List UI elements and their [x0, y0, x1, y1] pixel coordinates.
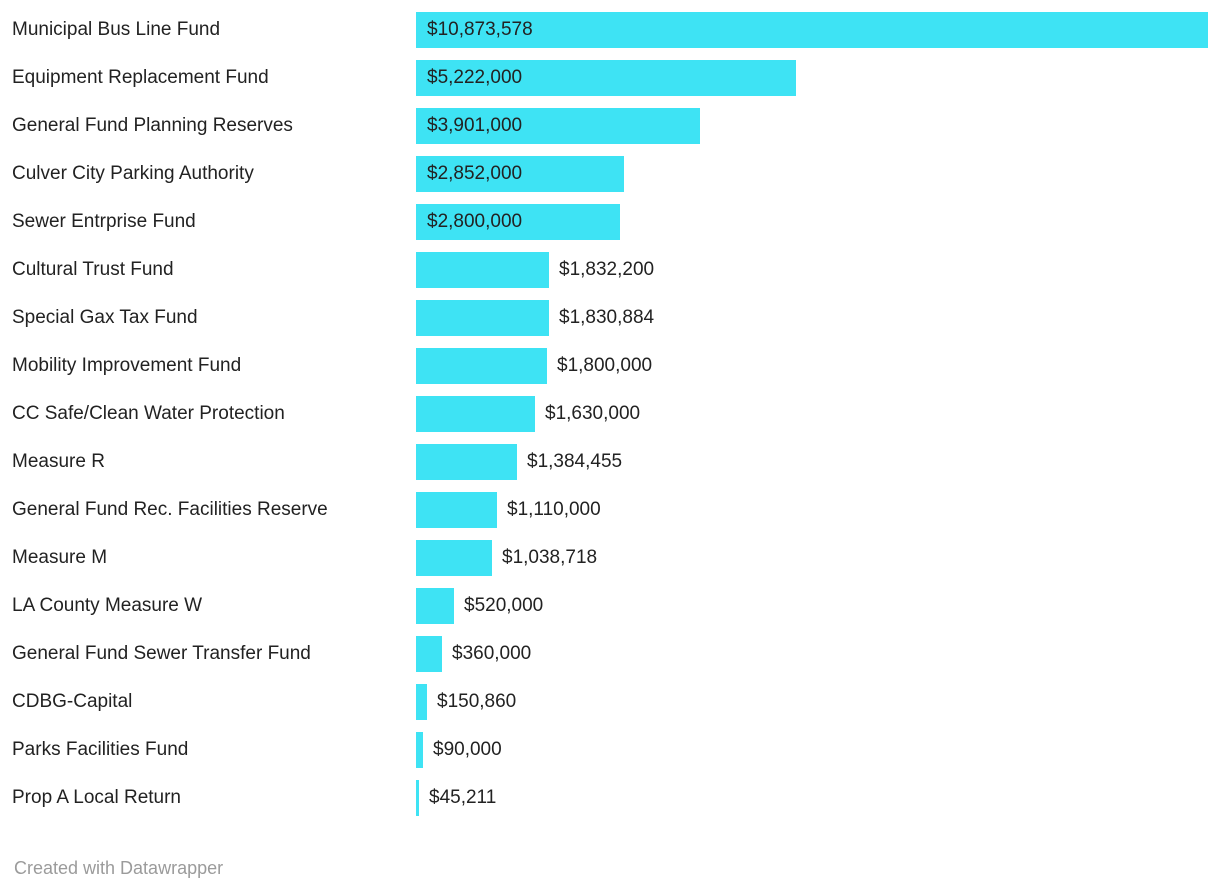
- value-label: $90,000: [433, 739, 502, 760]
- bar: [416, 300, 549, 336]
- bar-row: Equipment Replacement Fund $5,222,000: [0, 54, 1220, 102]
- value-label: $2,800,000: [427, 211, 523, 232]
- bar: [416, 12, 1208, 48]
- category-label: Culver City Parking Authority: [12, 163, 254, 184]
- bar-row: General Fund Sewer Transfer Fund $360,00…: [0, 630, 1220, 678]
- bar: [416, 204, 620, 240]
- category-label: Sewer Entrprise Fund: [12, 211, 196, 232]
- bar-track: $150,860: [416, 684, 1220, 720]
- bar-row: Prop A Local Return $45,211: [0, 774, 1220, 822]
- bar: [416, 156, 624, 192]
- category-label: Parks Facilities Fund: [12, 739, 189, 760]
- value-label: $1,832,200: [559, 259, 655, 280]
- bar: [416, 348, 547, 384]
- bar-track: $1,800,000: [416, 348, 1220, 384]
- category-label: Prop A Local Return: [12, 787, 181, 808]
- category-label: General Fund Rec. Facilities Reserve: [12, 499, 328, 520]
- bar: [416, 684, 427, 720]
- category-label: Municipal Bus Line Fund: [12, 19, 221, 40]
- value-label: $1,038,718: [502, 547, 598, 568]
- bar-track: $45,211: [416, 780, 1220, 816]
- datawrapper-credit-link[interactable]: Created with Datawrapper: [14, 858, 224, 878]
- value-label: $520,000: [464, 595, 544, 616]
- bar-track: $360,000: [416, 636, 1220, 672]
- bar-track: $520,000: [416, 588, 1220, 624]
- bar: [416, 780, 419, 816]
- bar-row: Measure R $1,384,455: [0, 438, 1220, 486]
- bar-track: $10,873,578: [416, 12, 1220, 48]
- bar-row: CC Safe/Clean Water Protection $1,630,00…: [0, 390, 1220, 438]
- bar-row: Cultural Trust Fund $1,832,200: [0, 246, 1220, 294]
- bar-row: General Fund Planning Reserves $3,901,00…: [0, 102, 1220, 150]
- bar-track: $1,384,455: [416, 444, 1220, 480]
- value-label: $1,384,455: [527, 451, 623, 472]
- category-label: Mobility Improvement Fund: [12, 355, 242, 376]
- value-label: $360,000: [452, 643, 532, 664]
- footer-credit: Created with Datawrapper: [14, 858, 223, 879]
- value-label: $45,211: [429, 787, 497, 808]
- category-label: LA County Measure W: [12, 595, 203, 616]
- value-label: $1,110,000: [507, 499, 601, 520]
- category-label: General Fund Planning Reserves: [12, 115, 293, 136]
- bar-row: Parks Facilities Fund $90,000: [0, 726, 1220, 774]
- bar-track: $1,630,000: [416, 396, 1220, 432]
- bar-row: CDBG-Capital $150,860: [0, 678, 1220, 726]
- bar-row: LA County Measure W $520,000: [0, 582, 1220, 630]
- category-label: Measure M: [12, 547, 108, 568]
- bar-rows: Municipal Bus Line Fund $10,873,578 Equi…: [0, 6, 1220, 822]
- category-label: Equipment Replacement Fund: [12, 67, 269, 88]
- value-label: $1,800,000: [557, 355, 653, 376]
- value-label: $5,222,000: [427, 67, 523, 88]
- value-label: $1,630,000: [545, 403, 641, 424]
- bar-track: $2,800,000: [416, 204, 1220, 240]
- bar-track: $1,110,000: [416, 492, 1220, 528]
- bar-row: Measure M $1,038,718: [0, 534, 1220, 582]
- category-label: Cultural Trust Fund: [12, 259, 174, 280]
- bar-track: $1,832,200: [416, 252, 1220, 288]
- value-label: $2,852,000: [427, 163, 523, 184]
- bar: [416, 540, 492, 576]
- value-label: $10,873,578: [427, 19, 533, 40]
- category-label: Measure R: [12, 451, 105, 472]
- bar-track: $1,038,718: [416, 540, 1220, 576]
- bar-track: $90,000: [416, 732, 1220, 768]
- value-label: $1,830,884: [559, 307, 655, 328]
- category-label: CC Safe/Clean Water Protection: [12, 403, 285, 424]
- bar: [416, 732, 423, 768]
- bar-track: $1,830,884: [416, 300, 1220, 336]
- bar: [416, 60, 796, 96]
- bar: [416, 444, 517, 480]
- value-label: $150,860: [437, 691, 517, 712]
- value-label: $3,901,000: [427, 115, 523, 136]
- bar: [416, 108, 700, 144]
- bar-row: Special Gax Tax Fund $1,830,884: [0, 294, 1220, 342]
- category-label: CDBG-Capital: [12, 691, 133, 712]
- bar: [416, 492, 497, 528]
- bar: [416, 396, 535, 432]
- bar-row: General Fund Rec. Facilities Reserve $1,…: [0, 486, 1220, 534]
- bar-chart: Municipal Bus Line Fund $10,873,578 Equi…: [0, 6, 1220, 822]
- bar-row: Municipal Bus Line Fund $10,873,578: [0, 6, 1220, 54]
- bar-track: $5,222,000: [416, 60, 1220, 96]
- bar-track: $3,901,000: [416, 108, 1220, 144]
- bar-row: Mobility Improvement Fund $1,800,000: [0, 342, 1220, 390]
- category-label: Special Gax Tax Fund: [12, 307, 198, 328]
- bar: [416, 636, 442, 672]
- bar-track: $2,852,000: [416, 156, 1220, 192]
- category-label: General Fund Sewer Transfer Fund: [12, 643, 311, 664]
- bar-row: Culver City Parking Authority $2,852,000: [0, 150, 1220, 198]
- bar: [416, 588, 454, 624]
- bar-row: Sewer Entrprise Fund $2,800,000: [0, 198, 1220, 246]
- bar: [416, 252, 549, 288]
